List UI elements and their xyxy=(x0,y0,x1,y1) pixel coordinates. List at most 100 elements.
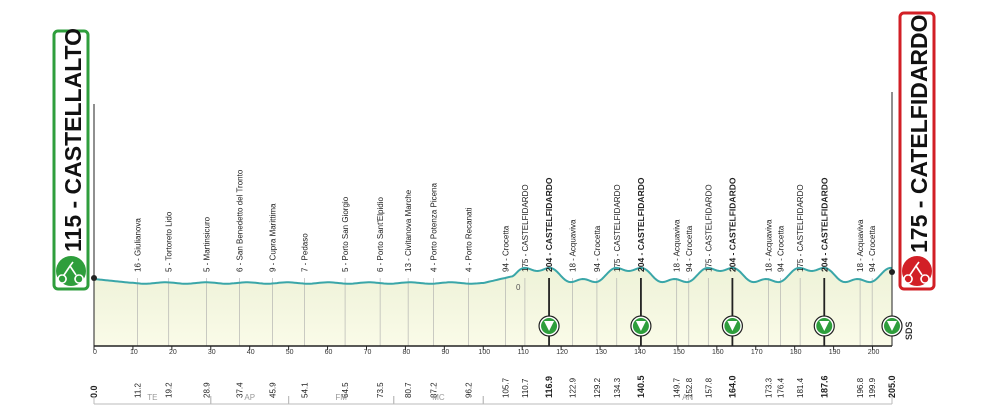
waypoint-km: 116.9 xyxy=(544,376,554,398)
km-tick-label: 120 xyxy=(556,349,568,356)
waypoint-km: 157.8 xyxy=(704,377,713,398)
km-tick-label: 50 xyxy=(286,349,294,356)
waypoint-label: 18 - Acquaviva xyxy=(856,219,865,272)
grid-lines xyxy=(137,278,873,346)
start-banner: 115 - CASTELLALTO xyxy=(52,28,90,291)
waypoint-km: 19.2 xyxy=(165,382,174,398)
km-tick-label: 40 xyxy=(247,349,255,356)
lap-marker-icon xyxy=(881,315,903,337)
waypoint-label: 5 - Tortoreto Lido xyxy=(165,211,174,272)
waypoint-label: 7 - Pedaso xyxy=(301,233,310,272)
waypoint-km: 110.7 xyxy=(521,378,530,398)
km-tick-label: 130 xyxy=(595,349,607,356)
km-tick-label: 70 xyxy=(364,349,372,356)
waypoint-label: 5 - Porto San Giorgio xyxy=(341,196,350,272)
waypoint-km: 96.2 xyxy=(464,382,473,398)
lap-marker-icon xyxy=(813,315,835,337)
waypoint-label: 6 - Porto Sant'Elpidio xyxy=(376,197,385,272)
km-axis: 0 10 20 30 40 50 60 70 80 90 100 110 120 130 140 150 160… xyxy=(91,92,895,356)
finish-dot xyxy=(889,269,895,275)
km-tick-label: 100 xyxy=(478,349,490,356)
waypoint-label: 175 - CASTELFIDARDO xyxy=(613,184,622,272)
lap-marker-icon xyxy=(538,315,560,337)
waypoint-label: 9 - Cupra Marittima xyxy=(269,203,278,272)
waypoint-km: 28.9 xyxy=(202,382,211,398)
km-tick-label: 160 xyxy=(712,349,724,356)
km-tick-label: 90 xyxy=(441,349,449,356)
km-tick-label: 0 xyxy=(93,349,97,356)
km-tick-label: 30 xyxy=(208,349,216,356)
km-tick-label: 10 xyxy=(130,349,138,356)
waypoint-label: 94 - Crocetta xyxy=(777,225,786,272)
waypoint-km: 122.9 xyxy=(568,377,577,398)
km-tick-label: 60 xyxy=(325,349,333,356)
km-tick-label: 110 xyxy=(518,349,529,356)
waypoint-label: 4 - Porto Recanati xyxy=(464,207,473,272)
waypoint-km: 45.9 xyxy=(269,382,278,398)
km-tick-label: 180 xyxy=(790,349,802,356)
waypoint-km: 80.7 xyxy=(404,382,413,398)
waypoint-label: 16 - Giulianova xyxy=(134,218,143,272)
waypoint-label: 5 - Martinsicuro xyxy=(202,216,211,272)
profile-area xyxy=(94,267,892,346)
lap-marker-icon xyxy=(630,315,652,337)
waypoint-label: 204 - CASTELFIDARDO xyxy=(819,177,829,272)
province-label: MC xyxy=(432,393,445,402)
waypoint-label: 18 - Acquaviva xyxy=(673,219,682,272)
start-label: 115 - CASTELLALTO xyxy=(60,28,86,252)
province-label: AP xyxy=(244,393,255,402)
start-cyclist-icon xyxy=(56,256,86,286)
elevation-line xyxy=(93,266,893,285)
waypoint-label: 204 - CASTELFIDARDO xyxy=(727,177,737,272)
lap-markers xyxy=(538,315,903,337)
waypoint-km: 181.4 xyxy=(796,377,805,398)
km-tick-label: 190 xyxy=(829,349,841,356)
waypoint-km: 129.2 xyxy=(593,377,602,398)
waypoint-label: 6 - San Benedetto del Tronto xyxy=(236,169,245,272)
waypoint-km: 54.1 xyxy=(301,382,310,398)
profile-fill xyxy=(94,267,892,346)
waypoint-km: 173.3 xyxy=(765,377,774,398)
waypoint-label: 175 - CASTELFIDARDO xyxy=(704,184,713,272)
waypoint-label: 204 - CASTELFIDARDO xyxy=(636,177,646,272)
waypoint-label: 13 - Civitanova Marche xyxy=(404,189,413,272)
waypoint-km: 37.4 xyxy=(236,382,245,398)
province-label: TE xyxy=(147,393,157,402)
waypoint-km: 73.5 xyxy=(376,382,385,398)
waypoint-label: 175 - CASTELFIDARDO xyxy=(521,184,530,272)
province-label: FM xyxy=(335,393,347,402)
lap-marker-icon xyxy=(721,315,744,337)
waypoint-km: 140.5 xyxy=(636,375,646,398)
waypoint-km: 164.0 xyxy=(727,375,737,398)
km-tick-label: 170 xyxy=(751,349,763,356)
waypoint-label: 4 - Porto Potenza Picena xyxy=(429,183,438,272)
waypoint-km: 64.5 xyxy=(341,382,350,398)
waypoint-km: 176.4 xyxy=(777,377,786,398)
start-km: 0.0 xyxy=(89,385,99,398)
start-dot xyxy=(91,275,97,281)
waypoint-km: 196.8 xyxy=(856,377,865,398)
waypoint-km: 11.2 xyxy=(134,382,143,398)
sprint-label: 0 xyxy=(516,283,521,292)
km-tick-label: 150 xyxy=(673,349,685,356)
waypoint-km: 149.7 xyxy=(673,377,682,398)
finish-km: 205.0 xyxy=(887,375,897,398)
waypoint-km: 105.7 xyxy=(501,377,510,398)
waypoint-km: 87.2 xyxy=(429,382,438,398)
finish-banner: 175 - CATELFIDARDO xyxy=(898,11,936,291)
waypoint-label: 94 - Crocetta xyxy=(868,225,877,272)
km-tick-label: 200 xyxy=(868,349,880,356)
finish-cyclist-icon xyxy=(902,256,932,286)
sds-label: SDS xyxy=(904,321,914,340)
waypoint-label: 94 - Crocetta xyxy=(593,225,602,272)
waypoint-km: 187.6 xyxy=(819,375,829,398)
km-tick-label: 20 xyxy=(169,349,177,356)
province-label: AN xyxy=(682,393,693,402)
waypoint-label: 18 - Acquaviva xyxy=(765,219,774,272)
profile-line xyxy=(93,266,893,285)
waypoint-km: 152.8 xyxy=(685,377,694,398)
waypoint-km: 199.9 xyxy=(868,377,877,398)
waypoint-label: 94 - Crocetta xyxy=(501,225,510,272)
province-bar: TE AP FM MC AN xyxy=(93,393,893,405)
